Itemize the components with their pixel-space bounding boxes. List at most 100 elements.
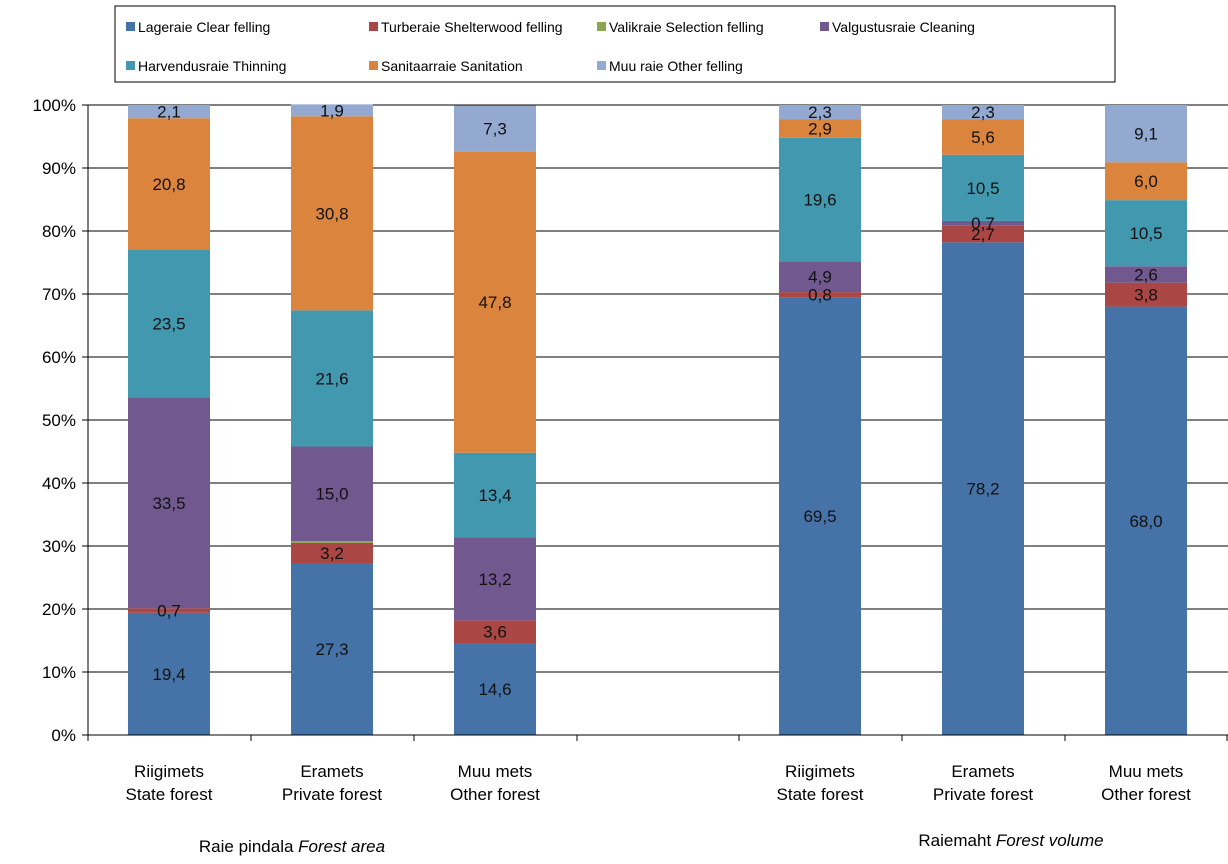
y-axis: 0% 10% 20% 30% 40% 50% 60% 70% 80% 90% 100% bbox=[33, 96, 89, 745]
legend-entry: Sanitaarraie Sanitation bbox=[381, 58, 523, 74]
legend-items: Lageraie Clear felling Turberaie Shelterw… bbox=[126, 19, 975, 74]
data-label: 14,6 bbox=[478, 680, 511, 699]
group-title: Raiemaht Forest volume bbox=[918, 831, 1103, 850]
y-tick-label: 70% bbox=[42, 285, 76, 304]
category-label: Other forest bbox=[1101, 785, 1191, 804]
data-label: 15,0 bbox=[315, 485, 348, 504]
category-label: Muu mets bbox=[458, 762, 533, 781]
bar-segment bbox=[1105, 266, 1187, 283]
data-label: 9,1 bbox=[1134, 125, 1158, 144]
bar-segment bbox=[779, 292, 861, 298]
category-label: Riigimets bbox=[785, 762, 855, 781]
bar-segment bbox=[942, 119, 1024, 155]
data-label: 10,5 bbox=[1129, 224, 1162, 243]
data-label: 3,8 bbox=[1134, 286, 1158, 305]
bar-segment bbox=[454, 452, 536, 538]
y-tick-label: 20% bbox=[42, 600, 76, 619]
legend-swatch bbox=[597, 22, 606, 31]
bar-segment bbox=[128, 118, 210, 250]
data-label: 2,3 bbox=[808, 103, 832, 122]
data-label: 0,7 bbox=[971, 214, 995, 233]
bar-segment bbox=[454, 151, 536, 453]
data-label: 68,0 bbox=[1129, 512, 1162, 531]
legend-entry: Turberaie Shelterwood felling bbox=[381, 19, 563, 35]
data-labels: 19,4 0,7 33,5 23,5 20,8 2,1 27,3 3,2 15,0 21,6 30,… bbox=[152, 101, 1162, 699]
y-tick-label: 90% bbox=[42, 159, 76, 178]
bar-segment bbox=[128, 608, 210, 613]
category-label: Private forest bbox=[933, 785, 1033, 804]
bar-segment bbox=[291, 540, 373, 543]
bar-segment bbox=[779, 105, 861, 120]
data-label: 13,2 bbox=[478, 570, 511, 589]
y-tick-label: 30% bbox=[42, 537, 76, 556]
bar-segment bbox=[779, 119, 861, 138]
bar-segment bbox=[291, 542, 373, 564]
bar-segment bbox=[1105, 282, 1187, 307]
category-label: Riigimets bbox=[134, 762, 204, 781]
x-axis: Riigimets State forest Eramets Private fore… bbox=[87, 734, 1228, 804]
data-label: 0,7 bbox=[157, 602, 181, 621]
bar-segment bbox=[1105, 105, 1187, 163]
y-tick-label: 80% bbox=[42, 222, 76, 241]
category-label: State forest bbox=[126, 785, 213, 804]
bar-segment bbox=[942, 154, 1024, 221]
legend-swatch bbox=[126, 22, 135, 31]
group-title-italic: Forest volume bbox=[996, 831, 1104, 850]
y-tick-label: 100% bbox=[33, 96, 76, 115]
data-label: 7,3 bbox=[483, 120, 507, 139]
y-tick-label: 0% bbox=[51, 726, 76, 745]
category-label: State forest bbox=[777, 785, 864, 804]
legend-swatch bbox=[126, 61, 135, 70]
group-title-main: Raie pindala bbox=[199, 837, 298, 856]
bars bbox=[128, 104, 1187, 735]
data-label: 2,7 bbox=[971, 225, 995, 244]
legend-swatch bbox=[369, 22, 378, 31]
data-label: 3,2 bbox=[320, 544, 344, 563]
data-label: 2,6 bbox=[1134, 265, 1158, 284]
group-title: Raie pindala Forest area bbox=[199, 837, 385, 856]
group-title-main: Raiemaht bbox=[918, 831, 995, 850]
legend-entry: Valgustusraie Cleaning bbox=[832, 19, 975, 35]
data-label: 6,0 bbox=[1134, 172, 1158, 191]
bar-segment bbox=[291, 563, 373, 735]
bar-segment bbox=[128, 249, 210, 398]
legend-swatch bbox=[369, 61, 378, 70]
category-label: Other forest bbox=[450, 785, 540, 804]
data-label: 0,8 bbox=[808, 286, 832, 305]
bar-segment bbox=[454, 105, 536, 152]
bar-segment bbox=[291, 104, 373, 117]
legend-entry: Harvendusraie Thinning bbox=[138, 58, 286, 74]
bar-segment bbox=[128, 612, 210, 735]
data-label: 27,3 bbox=[315, 640, 348, 659]
bar-segment bbox=[1105, 306, 1187, 735]
category-label: Eramets bbox=[951, 762, 1014, 781]
bar-segment bbox=[942, 220, 1024, 226]
gridlines bbox=[88, 104, 1228, 673]
data-label: 3,6 bbox=[483, 623, 507, 642]
data-label: 19,6 bbox=[803, 191, 836, 210]
data-label: 4,9 bbox=[808, 268, 832, 287]
data-label: 2,3 bbox=[971, 103, 995, 122]
bar-segment bbox=[454, 643, 536, 735]
data-label: 78,2 bbox=[966, 480, 999, 499]
data-label: 21,6 bbox=[315, 369, 348, 388]
data-label: 20,8 bbox=[152, 175, 185, 194]
bar-segment bbox=[454, 620, 536, 644]
y-tick-label: 60% bbox=[42, 348, 76, 367]
legend-entry: Lageraie Clear felling bbox=[138, 19, 270, 35]
bar-segment bbox=[779, 261, 861, 293]
bar-segment bbox=[128, 397, 210, 609]
y-tick-label: 10% bbox=[42, 663, 76, 682]
data-label: 2,9 bbox=[808, 120, 832, 139]
group-titles: Raie pindala Forest area Raiemaht Forest … bbox=[199, 831, 1104, 856]
bar-segment bbox=[1105, 162, 1187, 201]
data-label: 69,5 bbox=[803, 507, 836, 526]
bar-segment bbox=[942, 225, 1024, 243]
bar-segment bbox=[779, 297, 861, 735]
data-label: 5,6 bbox=[971, 128, 995, 147]
bar-segment bbox=[291, 446, 373, 541]
data-label: 2,1 bbox=[157, 103, 181, 122]
category-label: Muu mets bbox=[1109, 762, 1184, 781]
